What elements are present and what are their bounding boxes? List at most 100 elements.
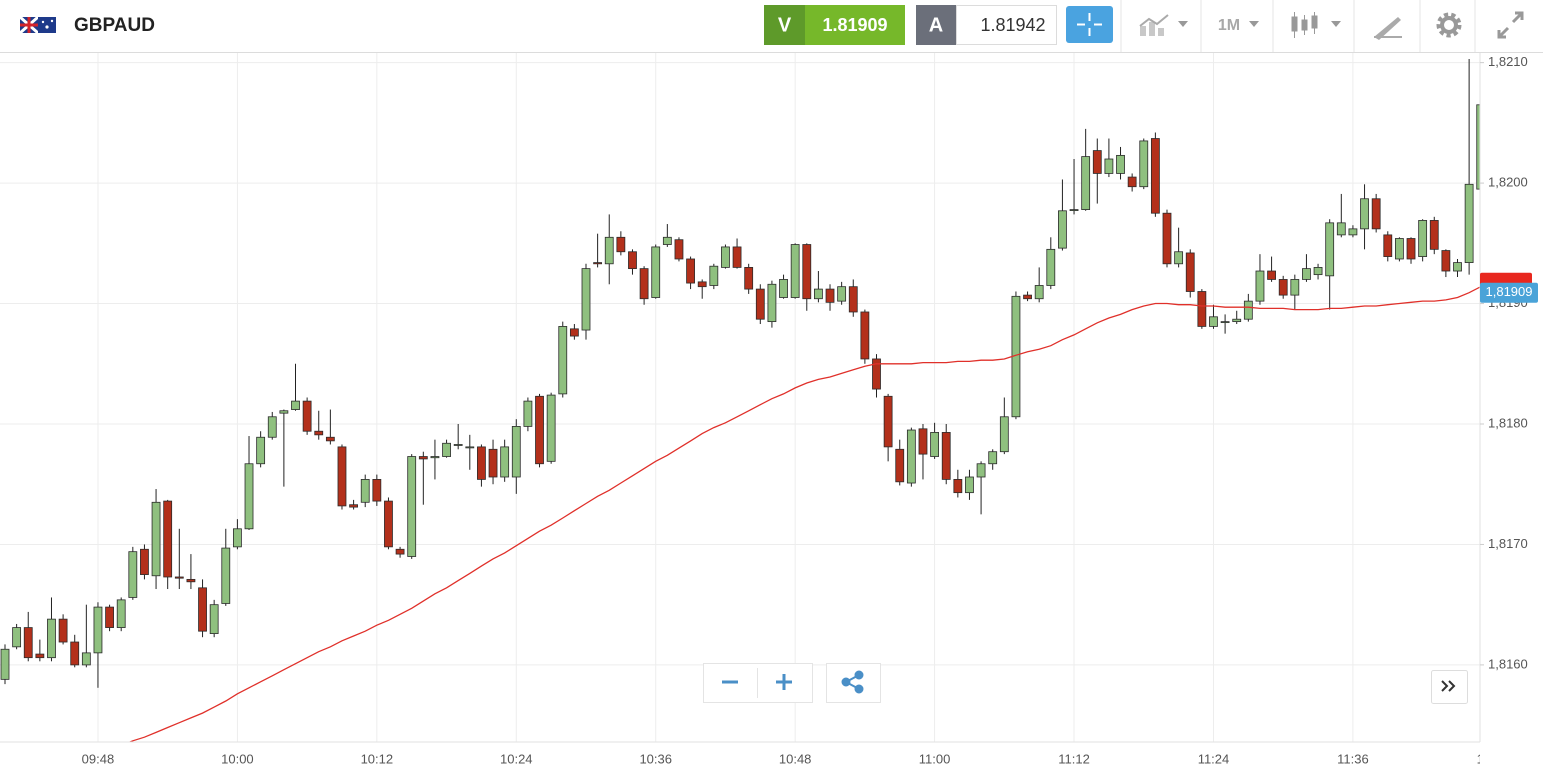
candle-body xyxy=(209,604,219,634)
candle-body xyxy=(244,463,254,530)
candle-body xyxy=(0,648,10,680)
candle-body xyxy=(709,265,719,286)
candle-body xyxy=(837,286,847,302)
candle-body xyxy=(430,456,440,459)
y-tick-label: 1,8170 xyxy=(1488,536,1528,551)
buy-label: A xyxy=(929,14,943,36)
candle-body xyxy=(697,281,707,288)
candle-body xyxy=(569,328,579,337)
buy-price: 1.81942 xyxy=(980,15,1045,35)
candle-body xyxy=(1092,150,1102,174)
sell-label-bg xyxy=(764,5,805,45)
candle-body xyxy=(976,463,986,478)
candle-body xyxy=(883,395,893,448)
candle-body xyxy=(1162,212,1172,265)
drawing-tools-button[interactable] xyxy=(1374,17,1402,40)
candle-body xyxy=(1453,262,1462,272)
candle-body xyxy=(1104,158,1114,174)
share-panel xyxy=(826,663,881,703)
candle-body xyxy=(1174,251,1184,265)
candle-body xyxy=(1185,252,1195,292)
zoom-controls xyxy=(703,663,1468,704)
candle-body xyxy=(407,456,417,557)
buy-button[interactable]: A 1.81942 xyxy=(916,5,1057,45)
candle-body xyxy=(523,400,533,427)
candle-body xyxy=(151,501,161,577)
y-axis: 1,81601,81701,81801,81901,82001,82101,81… xyxy=(1480,54,1538,671)
candle-body xyxy=(628,251,637,270)
candle-body xyxy=(1220,321,1230,324)
x-tick-label: 09:48 xyxy=(82,751,115,766)
candle-body xyxy=(337,446,347,507)
share-button[interactable] xyxy=(841,670,864,694)
candle-body xyxy=(546,394,556,462)
candle-body xyxy=(1290,279,1300,296)
toolbar-separators xyxy=(1120,0,1476,52)
last-price-label: 1,81909 xyxy=(1486,284,1533,299)
scroll-latest-button[interactable] xyxy=(1431,670,1468,704)
zoom-in-button[interactable] xyxy=(776,674,792,690)
candle-body xyxy=(1336,222,1346,236)
candle-body xyxy=(814,288,823,300)
x-tick-label: 11:12 xyxy=(1058,751,1090,766)
sell-label: V xyxy=(778,14,792,36)
sell-button[interactable]: V 1.81909 xyxy=(764,5,905,45)
y-tick-label: 1,8180 xyxy=(1488,415,1528,430)
candle-body xyxy=(511,426,521,478)
candle-body xyxy=(105,606,114,628)
candle-type-button[interactable] xyxy=(1291,12,1341,38)
candle-body xyxy=(302,400,312,432)
candle-body xyxy=(965,476,974,494)
candle-body xyxy=(999,416,1009,453)
candle-body xyxy=(604,236,614,265)
candle-body xyxy=(1313,267,1323,276)
candle-body xyxy=(70,641,80,666)
candle-body xyxy=(465,446,475,449)
candle-body xyxy=(47,618,56,659)
candle-body xyxy=(360,479,370,503)
candle-body xyxy=(744,267,754,290)
candle-body xyxy=(767,283,777,323)
symbol: GBPAUD xyxy=(74,15,155,36)
candle-body xyxy=(453,444,463,446)
candle-body xyxy=(1069,209,1079,211)
candle-body xyxy=(349,504,359,508)
candle-body xyxy=(1197,291,1207,327)
chart-type-button[interactable] xyxy=(1139,14,1188,36)
candle-body xyxy=(128,551,138,598)
candle-body xyxy=(848,286,858,313)
candle-body xyxy=(1464,183,1474,263)
crosshair-button[interactable] xyxy=(1066,6,1113,43)
candle-body xyxy=(953,479,963,494)
candle-body xyxy=(116,599,126,628)
candle-body xyxy=(163,500,173,578)
candle-body xyxy=(674,239,684,260)
candle-body xyxy=(535,395,544,465)
candle-body xyxy=(418,456,428,460)
candle-body xyxy=(1243,300,1253,320)
candle-body xyxy=(1429,220,1439,250)
candle-body xyxy=(384,500,393,548)
candle-body xyxy=(232,528,242,548)
candle-body xyxy=(372,479,382,502)
candle-body xyxy=(140,548,149,575)
fullscreen-button[interactable] xyxy=(1497,11,1524,39)
candle-body xyxy=(988,451,998,465)
settings-button[interactable] xyxy=(1436,12,1462,38)
candle-body xyxy=(918,428,928,455)
timeframe-button[interactable]: 1M xyxy=(1218,17,1259,34)
candle-body xyxy=(1395,238,1404,260)
x-tick-label: 10:24 xyxy=(500,751,533,766)
candle-body xyxy=(825,288,835,303)
sell-price: 1.81909 xyxy=(822,15,887,35)
moving-average-line xyxy=(128,286,1480,742)
candle-body xyxy=(488,448,498,478)
candle-body xyxy=(1418,220,1428,257)
y-tick-label: 1,8200 xyxy=(1488,175,1528,190)
candle-body xyxy=(1046,248,1056,286)
candle-body xyxy=(1406,238,1416,260)
candle-body xyxy=(872,358,881,390)
candle-body xyxy=(1255,270,1265,302)
candle-body xyxy=(1034,285,1044,300)
